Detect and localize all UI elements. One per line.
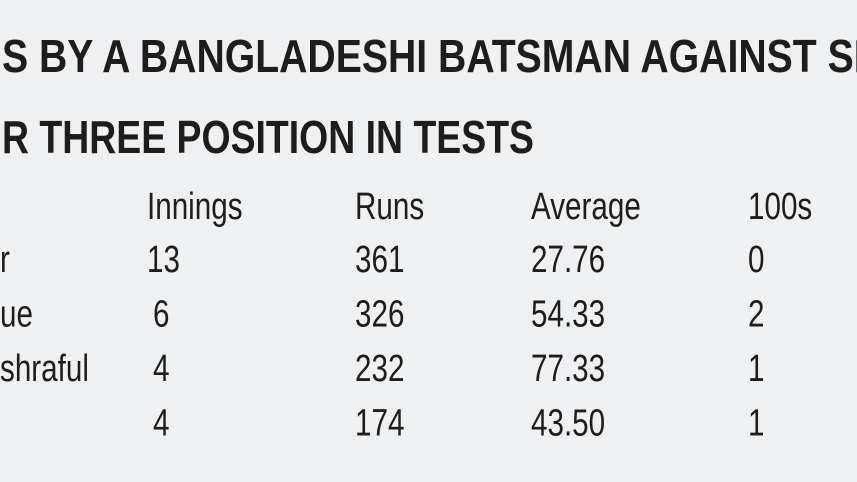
- table-cell: 232: [355, 348, 404, 390]
- column-header: Average: [531, 186, 641, 228]
- title-line: R THREE POSITION IN TESTS: [2, 111, 534, 163]
- table-cell: 6: [153, 293, 169, 335]
- title-line: S BY A BANGLADESHI BATSMAN AGAINST SR: [2, 30, 857, 82]
- table-cell: 326: [355, 293, 404, 335]
- row-name: shraful: [0, 348, 89, 390]
- table-cell: 4: [153, 348, 169, 390]
- table-cell: 13: [147, 239, 180, 281]
- table-cell: 1: [748, 402, 764, 444]
- table-cell: 27.76: [531, 239, 605, 281]
- row-name: r: [0, 239, 10, 281]
- column-header: Innings: [147, 186, 243, 228]
- table-cell: 43.50: [531, 402, 605, 444]
- table-cell: 361: [355, 239, 404, 281]
- table-cell: 77.33: [531, 348, 605, 390]
- table-cell: 2: [748, 293, 764, 335]
- row-name: ue: [0, 293, 33, 335]
- column-header: 100s: [748, 186, 812, 228]
- table-cell: 1: [748, 348, 764, 390]
- table-cell: 54.33: [531, 293, 605, 335]
- table-cell: 174: [355, 402, 404, 444]
- table-cell: 0: [748, 239, 764, 281]
- table-cell: 4: [153, 402, 169, 444]
- column-header: Runs: [355, 186, 424, 228]
